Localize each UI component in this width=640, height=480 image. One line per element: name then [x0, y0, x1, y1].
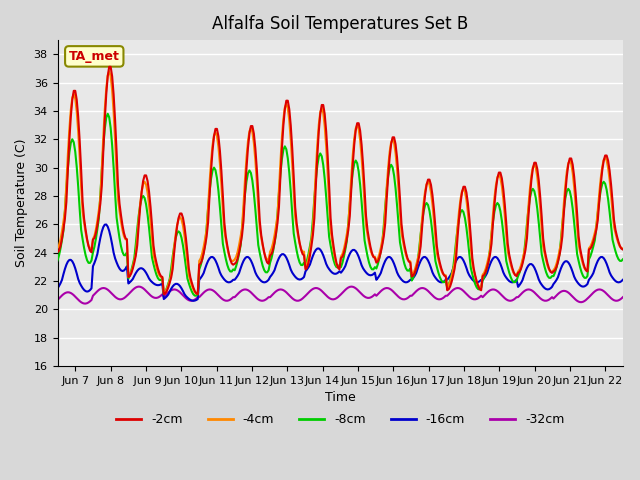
Legend: -2cm, -4cm, -8cm, -16cm, -32cm: -2cm, -4cm, -8cm, -16cm, -32cm — [111, 408, 570, 432]
Y-axis label: Soil Temperature (C): Soil Temperature (C) — [15, 139, 28, 267]
Text: TA_met: TA_met — [69, 50, 120, 63]
X-axis label: Time: Time — [325, 391, 356, 404]
Title: Alfalfa Soil Temperatures Set B: Alfalfa Soil Temperatures Set B — [212, 15, 468, 33]
